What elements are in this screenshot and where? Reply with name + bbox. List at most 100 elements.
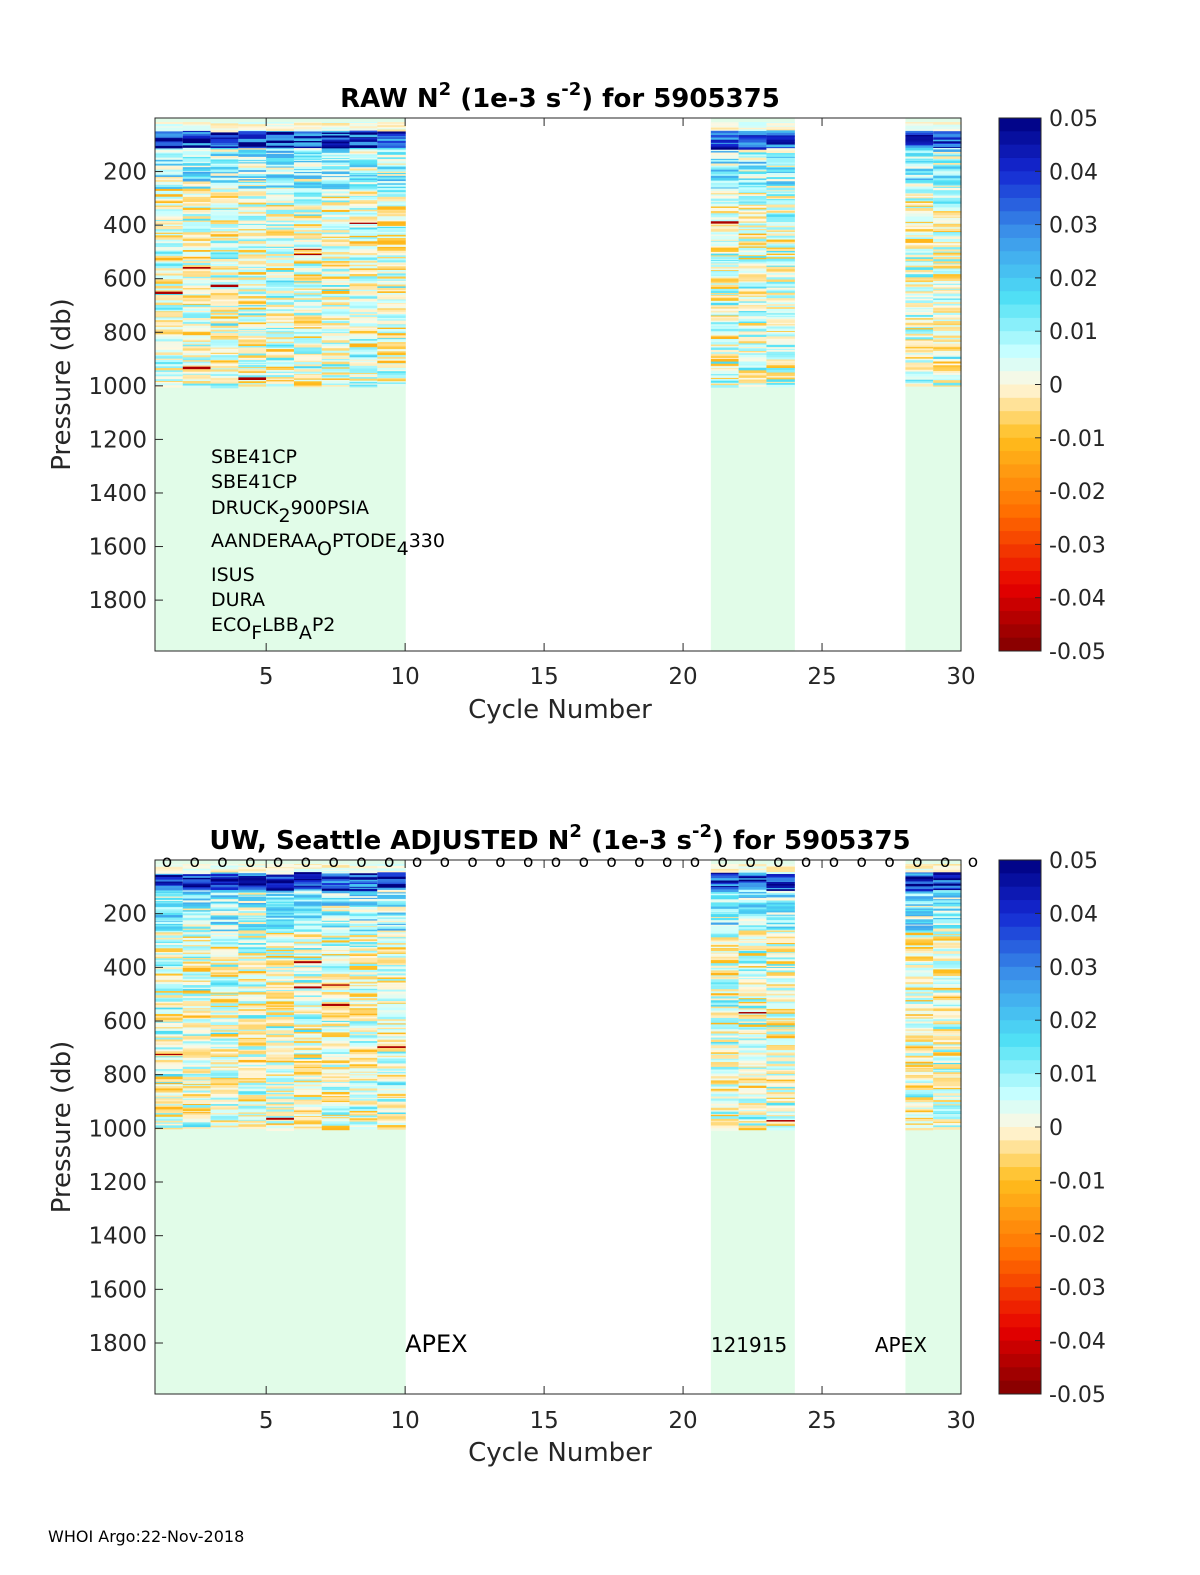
- heatmap-cell: [377, 1043, 406, 1047]
- heatmap-cell: [266, 217, 295, 219]
- heatmap-cell: [155, 135, 184, 139]
- heatmap-cell: [738, 253, 768, 256]
- heatmap-cell: [293, 364, 323, 367]
- heatmap-cell: [766, 897, 795, 899]
- heatmap-cell: [238, 1024, 267, 1028]
- heatmap-cell: [905, 382, 934, 385]
- heatmap-cell: [349, 359, 378, 362]
- heatmap-cell: [321, 169, 351, 172]
- heatmap-cell: [266, 244, 295, 248]
- heatmap-cell: [155, 378, 184, 380]
- heatmap-cell: [238, 1120, 267, 1123]
- heatmap-cell: [349, 1027, 378, 1031]
- heatmap-cell: [238, 1086, 267, 1090]
- heatmap-cell: [766, 326, 795, 329]
- heatmap-cell: [766, 1072, 795, 1075]
- heatmap-cell: [766, 181, 795, 184]
- heatmap-cell: [321, 890, 351, 894]
- heatmap-cell: [377, 318, 406, 320]
- heatmap-cell: [182, 346, 212, 349]
- heatmap-cell: [766, 1105, 795, 1109]
- heatmap-cell: [210, 204, 239, 207]
- heatmap-cell: [905, 886, 934, 890]
- heatmap-cell: [155, 1048, 184, 1050]
- heatmap-cell: [349, 158, 378, 160]
- heatmap-cell: [266, 186, 295, 189]
- heatmap-cell: [210, 1113, 239, 1115]
- heatmap-cell: [293, 906, 323, 909]
- heatmap-cell: [766, 938, 795, 942]
- heatmap-cell: [933, 278, 962, 282]
- heatmap-cell: [266, 1009, 295, 1012]
- heatmap-cell: [766, 1023, 795, 1026]
- heatmap-cell: [349, 965, 378, 969]
- heatmap-cell: [182, 253, 212, 257]
- heatmap-cell: [210, 353, 239, 356]
- y-tick-label: 200: [103, 902, 147, 928]
- heatmap-cell: [210, 284, 239, 288]
- heatmap-cell: [766, 1012, 795, 1015]
- heatmap-cell: [321, 244, 351, 247]
- heatmap-cell: [710, 987, 740, 990]
- heatmap-cell: [905, 229, 934, 232]
- heatmap-cell: [182, 378, 212, 380]
- heatmap-cell: [349, 207, 378, 211]
- heatmap-cell: [238, 1035, 267, 1039]
- heatmap-cell: [933, 1048, 962, 1050]
- heatmap-cell: [293, 1045, 323, 1049]
- heatmap-cell: [182, 1099, 212, 1103]
- heatmap-cell: [210, 200, 239, 204]
- heatmap-cell: [710, 145, 740, 148]
- heatmap-cell: [377, 258, 406, 261]
- heatmap-cell: [738, 136, 768, 139]
- heatmap-cell: [293, 868, 323, 872]
- heatmap-cell: [933, 982, 962, 985]
- heatmap-cell: [905, 1001, 934, 1005]
- heatmap-cell: [349, 165, 378, 168]
- heatmap-cell: [766, 1111, 795, 1114]
- heatmap-cell: [210, 866, 239, 870]
- heatmap-cell: [210, 994, 239, 997]
- heatmap-cell: [377, 226, 406, 229]
- heatmap-cell: [210, 177, 239, 181]
- colorbar-segment: [999, 1220, 1041, 1235]
- heatmap-cell: [933, 1040, 962, 1043]
- heatmap-cell: [766, 991, 795, 994]
- heatmap-cell: [710, 975, 740, 977]
- heatmap-cell: [238, 875, 267, 877]
- heatmap-cell: [933, 164, 962, 167]
- heatmap-cell: [293, 340, 323, 342]
- heatmap-cell: [321, 958, 351, 962]
- heatmap-cell: [933, 175, 962, 179]
- heatmap-cell: [155, 270, 184, 273]
- heatmap-cell: [238, 923, 267, 927]
- heatmap-cell: [349, 221, 378, 224]
- heatmap-cell: [905, 127, 934, 130]
- heatmap-cell: [933, 1105, 962, 1108]
- heatmap-cell: [293, 238, 323, 241]
- heatmap-cell: [210, 145, 239, 147]
- heatmap-cell: [293, 175, 323, 177]
- heatmap-cell: [905, 376, 934, 379]
- heatmap-cell: [905, 1022, 934, 1024]
- colorbar-segment: [999, 397, 1041, 412]
- heatmap-cell: [738, 344, 768, 348]
- heatmap-cell: [905, 1053, 934, 1057]
- colorbar-tick-label: 0.02: [1049, 1009, 1098, 1034]
- colorbar-segment: [999, 1167, 1041, 1181]
- heatmap-cell: [293, 993, 323, 996]
- heatmap-cell: [155, 290, 184, 293]
- heatmap-cell: [766, 376, 795, 378]
- heatmap-cell: [933, 298, 962, 301]
- heatmap-cell: [766, 930, 795, 933]
- heatmap-cell: [710, 1002, 740, 1006]
- heatmap-cell: [933, 195, 962, 199]
- heatmap-cell: [210, 127, 239, 129]
- heatmap-cell: [766, 150, 795, 154]
- heatmap-cell: [238, 129, 267, 132]
- heatmap-cell: [238, 998, 267, 1002]
- heatmap-cell: [182, 898, 212, 901]
- heatmap-cell: [933, 1005, 962, 1008]
- heatmap-cell: [349, 201, 378, 204]
- heatmap-cell: [738, 160, 768, 163]
